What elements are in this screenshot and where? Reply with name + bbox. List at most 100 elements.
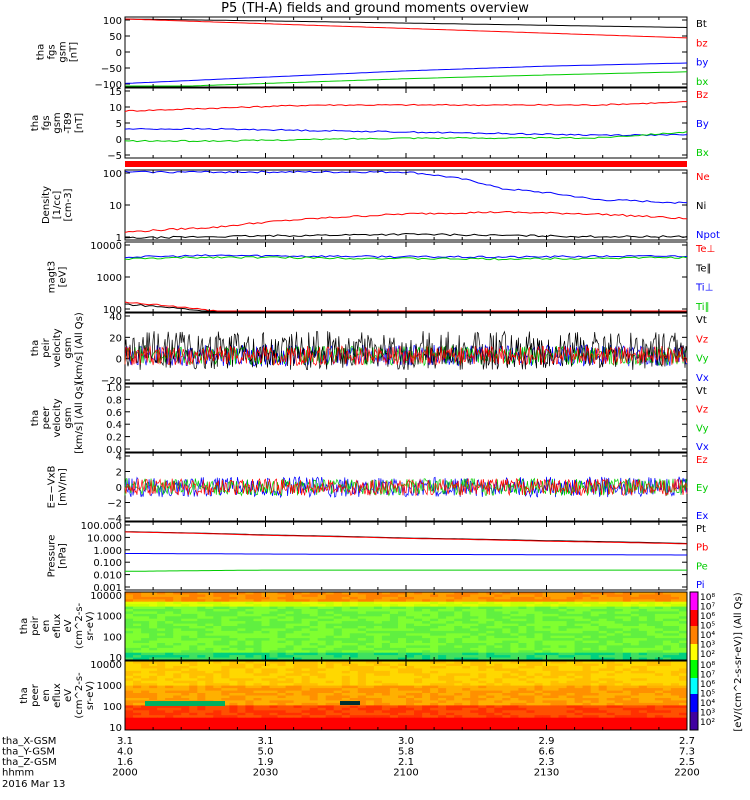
spectrogram-cell (381, 678, 391, 682)
spectrogram-cell (454, 670, 463, 674)
spectrogram-cell (389, 630, 399, 634)
spectrogram-cell (237, 715, 246, 719)
spectrogram-cell (341, 690, 351, 694)
y-tick-label: 100 (103, 632, 122, 643)
legend-entry: Vy (696, 423, 709, 434)
y-tick-label: 4 (116, 452, 122, 463)
spectrogram-cell (157, 683, 166, 687)
spectrogram-cell (550, 668, 559, 672)
spectrogram-cell (662, 707, 672, 711)
spectrogram-cell (141, 717, 150, 721)
spectrogram-cell (414, 678, 423, 682)
spectrogram-cell (662, 623, 672, 627)
series-line-Bz (124, 101, 687, 112)
spectrogram-cell (301, 594, 311, 598)
spectrogram-cell (614, 604, 624, 607)
spectrogram-cell (598, 611, 608, 615)
spectrogram-cell (381, 640, 391, 644)
spectrogram-cell (165, 635, 174, 639)
spectrogram-cell (365, 705, 375, 709)
spectrogram-cell (269, 688, 278, 692)
spectrogram-cell (454, 725, 463, 729)
y-tick-label: 10 (109, 103, 122, 114)
spectrogram-cell (662, 661, 672, 664)
spectrogram-cell (285, 640, 295, 644)
legend-entry: Vt (696, 386, 707, 397)
spectrogram-cell (149, 609, 158, 612)
spectrogram-cell (542, 680, 551, 684)
spectrogram-cell (285, 628, 295, 632)
spectrogram-cell (422, 652, 431, 656)
noise-trace (124, 345, 688, 366)
spectrogram-cell (614, 626, 624, 629)
spectrogram-cell (133, 698, 142, 701)
spectrogram-cell (261, 680, 270, 684)
spectrogram-cell (309, 635, 319, 639)
spectrogram-cell (518, 720, 527, 724)
spectrogram-cell (470, 630, 479, 634)
spectrogram-cell (309, 695, 319, 699)
spectrogram-cell (365, 717, 375, 721)
spectrogram-cell (454, 678, 463, 682)
spectrogram-cell (670, 655, 680, 658)
spectrogram-cell (606, 643, 616, 646)
spectrogram-cell (197, 621, 206, 624)
spectrogram-cell (253, 727, 262, 731)
spectrogram-cell (494, 725, 503, 729)
spectrogram-cell (365, 652, 375, 656)
spectrogram-cell (654, 702, 664, 706)
spectrogram-cell (438, 688, 447, 692)
spectrogram-cell (590, 680, 600, 684)
y-axis-label-line: gsm (63, 407, 74, 428)
spectrogram-cell (189, 611, 198, 615)
spectrogram-cell (574, 695, 584, 699)
spectrogram-cell (301, 663, 311, 667)
spectrogram-cell (261, 601, 270, 605)
spectrogram-cell (333, 688, 343, 692)
spectrogram-cell (398, 609, 407, 612)
spectrogram-cell (534, 670, 543, 674)
spectrogram-cell (189, 650, 198, 654)
spectrogram-cell (582, 680, 592, 684)
y-axis-label: thapeirenefluxeV(cm^2-s-sr-eV) (19, 602, 96, 649)
spectrogram-cell (646, 596, 656, 600)
spectrogram-cell (494, 606, 503, 610)
spectrogram-cell (470, 601, 479, 605)
spectrogram-cell (566, 647, 576, 651)
spectrogram-cell (277, 616, 286, 620)
spectrogram-cell (622, 638, 632, 641)
spectrogram-cell (438, 623, 447, 627)
spectrogram-cell (486, 720, 495, 724)
spectrogram-cell (325, 680, 335, 684)
spectrogram-cell (237, 650, 246, 654)
spectrogram-cell (237, 700, 246, 704)
spectrogram-cell (654, 690, 664, 694)
spectrogram-cell (590, 673, 600, 677)
spectrogram-cell (325, 606, 335, 610)
spectrogram-cell (157, 673, 166, 677)
spectrogram-cell (486, 611, 495, 615)
spectrogram-cell (133, 623, 142, 627)
spectrogram-cell (622, 678, 632, 682)
spectrogram-cell (133, 680, 142, 684)
spectrogram-cell (462, 661, 471, 664)
spectrogram-cell (470, 698, 479, 701)
colorbar-cell (690, 652, 698, 655)
spectrogram-cell (574, 633, 584, 637)
spectrogram-cell (157, 675, 166, 679)
spectrogram-cell (566, 707, 576, 711)
spectrogram-cell (189, 647, 198, 651)
spectrogram-cell (430, 609, 439, 612)
spectrogram-cell (205, 685, 214, 689)
spectrogram-cell (253, 606, 262, 610)
spectrogram-cell (317, 670, 327, 674)
spectrogram-cell (462, 702, 471, 706)
spectrogram-cell (389, 702, 399, 706)
spectrogram-cell (662, 592, 672, 595)
spectrogram-cell (494, 616, 503, 620)
spectrogram-cell (654, 665, 664, 669)
spectrogram-cell (542, 638, 551, 641)
spectrogram-cell (341, 661, 351, 664)
spectrogram-cell (422, 621, 431, 624)
